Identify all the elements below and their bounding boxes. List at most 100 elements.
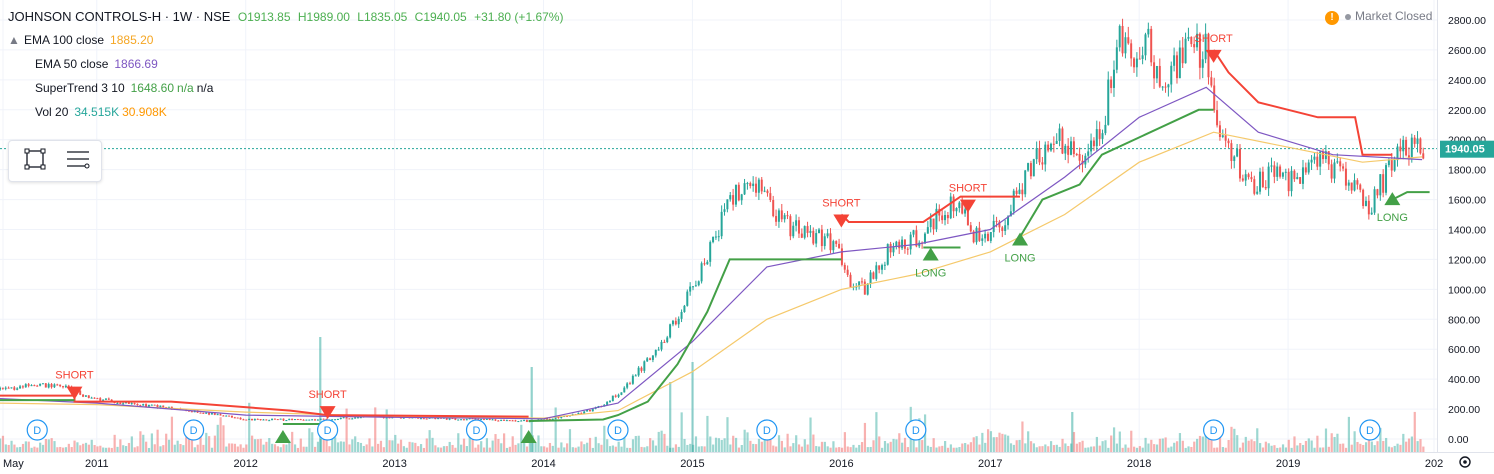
candle-body bbox=[1141, 55, 1144, 59]
volume-bar bbox=[271, 443, 274, 452]
volume-bar bbox=[603, 425, 606, 452]
candle-body bbox=[1287, 171, 1290, 192]
volume-bar bbox=[566, 443, 569, 452]
volume-bar bbox=[110, 447, 113, 452]
dividend-marker-label: D bbox=[473, 425, 481, 437]
volume-bar bbox=[749, 440, 752, 452]
volume-bar bbox=[955, 447, 958, 452]
volume-bar bbox=[1379, 427, 1382, 452]
volume-bar bbox=[563, 447, 566, 452]
candle-body bbox=[1127, 37, 1130, 44]
low-value: L1835.05 bbox=[357, 10, 408, 24]
indicators-list-icon[interactable] bbox=[65, 147, 99, 175]
candle-body bbox=[820, 229, 823, 247]
candle-body bbox=[1067, 145, 1070, 155]
candle-body bbox=[96, 398, 99, 400]
candle-body bbox=[1058, 128, 1061, 141]
candle-body bbox=[683, 305, 686, 312]
volume-bar bbox=[96, 446, 99, 452]
candle-body bbox=[903, 239, 906, 249]
volume-bar bbox=[1201, 436, 1204, 452]
volume-bar bbox=[1087, 447, 1090, 452]
candle-body bbox=[1410, 137, 1413, 158]
volume-bar bbox=[176, 440, 179, 452]
candle-body bbox=[875, 265, 878, 279]
candle-body bbox=[251, 418, 254, 421]
candle-body bbox=[457, 419, 460, 421]
candle-body bbox=[1267, 166, 1270, 189]
candle-body bbox=[245, 419, 248, 421]
volume-bar bbox=[843, 432, 846, 452]
candle-body bbox=[425, 418, 428, 420]
symbol-title[interactable]: JOHNSON CONTROLS-H · 1W · NSE bbox=[8, 9, 231, 24]
volume-bar bbox=[405, 447, 408, 452]
legend-ema50[interactable]: EMA 50 close 1866.69 bbox=[35, 57, 164, 71]
short-signal-arrow bbox=[1205, 49, 1222, 63]
candle-body bbox=[1041, 162, 1044, 165]
volume-bar bbox=[1135, 447, 1139, 452]
candle-body bbox=[1021, 189, 1024, 195]
long-signal-label: LONG bbox=[915, 267, 946, 279]
volume-bar bbox=[545, 447, 549, 452]
x-tick-label: May bbox=[3, 458, 24, 470]
volume-bar bbox=[660, 430, 663, 452]
volume-bar bbox=[1150, 439, 1153, 452]
candle-body bbox=[872, 272, 875, 279]
legend-volume[interactable]: Vol 20 34.515K 30.908K bbox=[35, 105, 173, 119]
candle-body bbox=[488, 418, 491, 420]
candle-body bbox=[122, 403, 125, 405]
volume-bar bbox=[1153, 444, 1156, 452]
volume-bar bbox=[901, 442, 904, 452]
object-tree-icon[interactable] bbox=[23, 147, 57, 175]
volume-bar bbox=[477, 444, 480, 452]
legend-ema100[interactable]: ▲ EMA 100 close 1885.20 bbox=[8, 33, 159, 47]
candle-body bbox=[792, 225, 795, 237]
candle-body bbox=[497, 420, 500, 422]
candle-body bbox=[1336, 161, 1339, 163]
volume-bar bbox=[1044, 444, 1047, 452]
market-status[interactable]: ! Market Closed bbox=[1325, 9, 1432, 25]
candle-body bbox=[1072, 141, 1075, 155]
legend-label: EMA 50 close bbox=[35, 57, 109, 71]
volume-bar bbox=[113, 434, 116, 452]
candle-body bbox=[127, 401, 130, 404]
volume-bar bbox=[557, 447, 560, 452]
grid-lines bbox=[0, 0, 1437, 452]
candle-body bbox=[354, 417, 357, 419]
volume-bar bbox=[1155, 444, 1159, 452]
candle-body bbox=[1124, 37, 1127, 54]
candle-body bbox=[1, 387, 4, 389]
candle-body bbox=[1270, 165, 1273, 167]
candle-body bbox=[325, 418, 328, 420]
candle-body bbox=[30, 385, 33, 387]
chevron-up-icon[interactable]: ▲ bbox=[8, 33, 20, 47]
volume-bar bbox=[1127, 447, 1130, 452]
volume-bar bbox=[1072, 432, 1076, 452]
candle-body bbox=[1310, 159, 1313, 163]
volume-bar bbox=[734, 437, 738, 452]
candle-body bbox=[1396, 146, 1399, 161]
warning-icon[interactable]: ! bbox=[1325, 11, 1339, 25]
candle-body bbox=[1399, 146, 1402, 152]
volume-bar bbox=[402, 446, 405, 452]
candle-body bbox=[56, 384, 59, 386]
volume-bar bbox=[319, 337, 322, 452]
candle-body bbox=[230, 415, 233, 418]
candle-body bbox=[422, 418, 425, 420]
candle-body bbox=[1121, 26, 1124, 54]
legend-supertrend[interactable]: SuperTrend 3 10 1648.60 n/a n/a bbox=[35, 81, 219, 95]
volume-bar bbox=[1064, 443, 1067, 452]
candle-body bbox=[1416, 138, 1419, 144]
candle-body bbox=[1001, 227, 1004, 231]
candle-body bbox=[87, 395, 90, 398]
candle-body bbox=[717, 236, 720, 238]
volume-bar bbox=[1419, 439, 1422, 452]
candle-body bbox=[1196, 33, 1199, 48]
volume-bar bbox=[600, 444, 603, 452]
candle-body bbox=[53, 384, 56, 388]
candle-body bbox=[663, 341, 666, 343]
volume-bar bbox=[514, 444, 517, 452]
volume-bar bbox=[1410, 436, 1413, 452]
